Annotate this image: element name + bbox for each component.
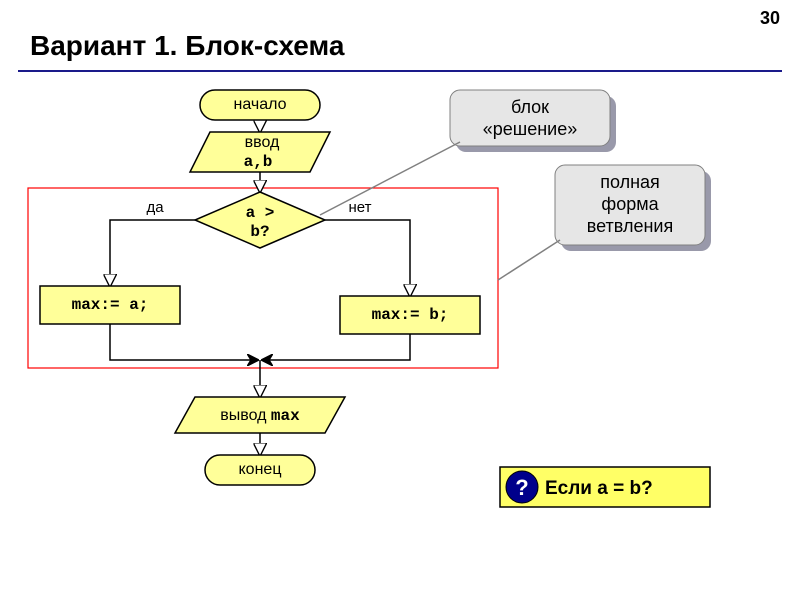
- flowchart-svg: да нет начало ввод a,b a > b? max:= a; m…: [0, 80, 800, 600]
- node-end-label: конец: [239, 461, 282, 478]
- node-maxb-label: max:= b;: [372, 306, 449, 324]
- edge-maxa-join: [110, 324, 258, 360]
- node-start-label: начало: [233, 96, 286, 113]
- node-input-label2: a,b: [244, 153, 273, 171]
- page-number: 30: [760, 8, 780, 29]
- callout2-line2: форма: [601, 194, 659, 214]
- node-input-label1: ввод: [245, 134, 280, 151]
- page-title: Вариант 1. Блок-схема: [30, 30, 344, 62]
- node-decision-label1: a >: [246, 204, 275, 222]
- callout1-leader: [320, 142, 460, 215]
- callout1-line2: «решение»: [483, 119, 578, 139]
- callout1-line1: блок: [511, 97, 549, 117]
- node-decision-label2: b?: [250, 223, 269, 241]
- question-icon: ?: [515, 475, 528, 500]
- label-yes: да: [146, 199, 164, 216]
- question-text: Если a = b?: [545, 478, 653, 499]
- node-output-label: вывод max: [220, 407, 300, 425]
- title-rule: [18, 70, 782, 72]
- callout2-line1: полная: [600, 172, 660, 192]
- edge-maxb-join: [262, 334, 410, 360]
- callout2-leader: [498, 240, 560, 280]
- node-maxa-label: max:= a;: [72, 296, 149, 314]
- callout2-line3: ветвления: [587, 216, 673, 236]
- edge-no: [325, 220, 410, 296]
- edge-yes: [110, 220, 195, 286]
- label-no: нет: [349, 199, 372, 216]
